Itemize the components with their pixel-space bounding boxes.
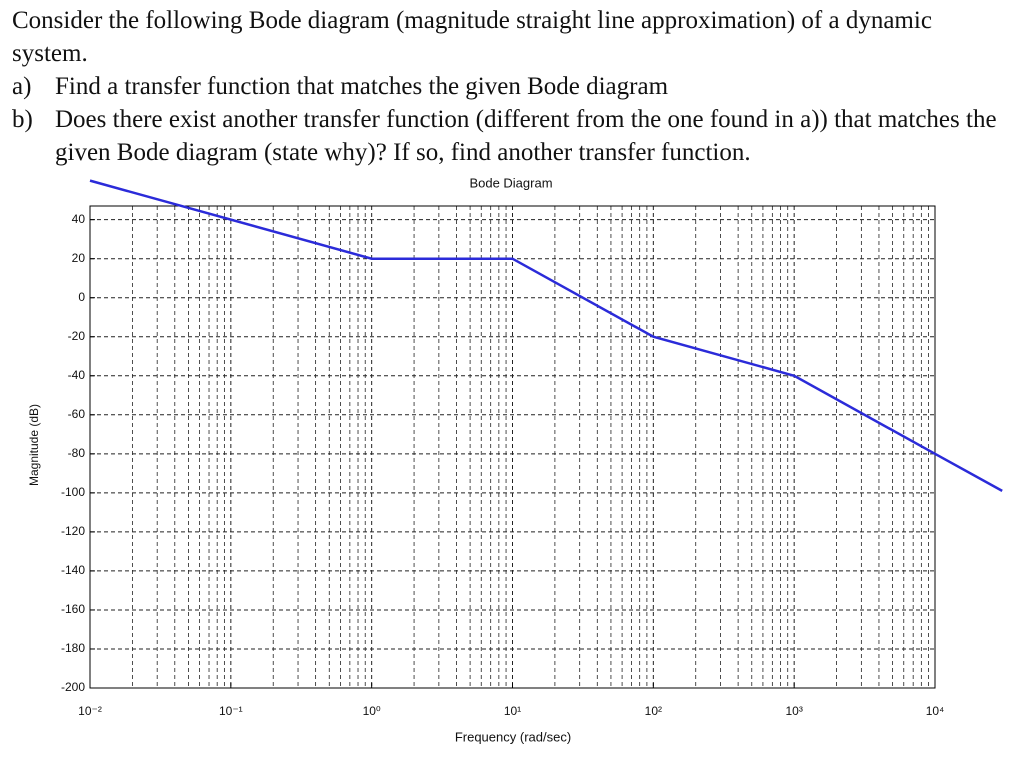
magnitude-line: [89, 179, 1003, 493]
x-axis-label: Frequency (rad/sec): [455, 729, 571, 744]
question-item: a) Find a transfer function that matches …: [12, 70, 1017, 103]
question: Consider the following Bode diagram (mag…: [12, 4, 1017, 169]
x-tick-label: 10⁻¹: [219, 704, 243, 718]
y-tick-label: -180: [61, 641, 85, 655]
question-intro: Consider the following Bode diagram (mag…: [12, 7, 932, 67]
x-tick-label: 10²: [645, 704, 662, 718]
y-tick-label: -20: [68, 329, 86, 343]
y-tick-label: -40: [68, 368, 86, 382]
y-tick-label: -80: [68, 446, 86, 460]
item-text: Find a transfer function that matches th…: [55, 73, 669, 100]
y-tick-label: -140: [61, 563, 85, 577]
y-tick-label: -200: [61, 680, 85, 694]
y-tick-label: -100: [61, 485, 85, 499]
x-tick-label: 10⁻²: [78, 704, 102, 718]
y-tick-label: -160: [61, 602, 85, 616]
x-tick-label: 10¹: [504, 704, 521, 718]
y-tick-label: 20: [72, 251, 86, 265]
question-item: b) Does there exist another transfer func…: [12, 103, 1017, 169]
x-tick-label: 10³: [785, 704, 802, 718]
item-label: b): [12, 106, 33, 133]
y-tick-label: 40: [72, 212, 86, 226]
x-tick-label: 10⁴: [926, 704, 945, 718]
y-tick-label: 0: [78, 290, 85, 304]
item-text: Does there exist another transfer functi…: [55, 106, 997, 166]
chart-title: Bode Diagram: [469, 175, 552, 190]
y-tick-label: -120: [61, 524, 85, 538]
item-label: a): [12, 73, 32, 100]
y-tick-label: -60: [68, 407, 86, 421]
y-axis-label: Magnitude (dB): [27, 404, 41, 486]
x-tick-label: 10⁰: [363, 704, 381, 718]
plot-frame: [89, 205, 936, 689]
